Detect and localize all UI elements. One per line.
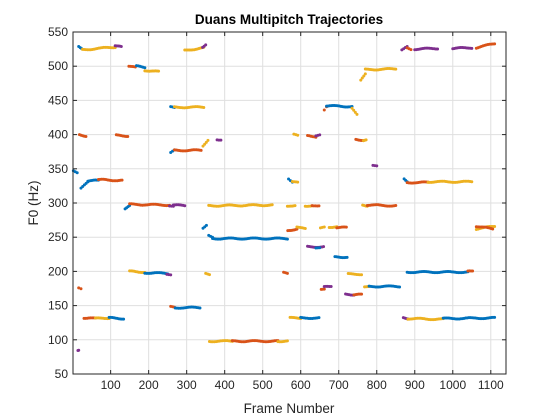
x-tick-label: 600 [291,378,311,392]
pitch-point [322,245,326,249]
pitch-point [352,108,356,112]
x-tick-label: 900 [405,378,425,392]
pitch-point [375,164,379,168]
x-tick-label: 700 [329,378,349,392]
pitch-point [296,180,300,184]
y-tick-label: 500 [48,59,68,73]
x-tick-label: 100 [101,378,121,392]
pitch-point [355,112,359,116]
pitch-point [364,138,368,142]
pitch-point [493,42,497,46]
pitch-point [204,43,208,47]
y-tick-label: 50 [55,367,69,381]
pitch-point [126,135,130,139]
pitch-point [353,110,357,114]
y-tick-label: 400 [48,128,68,142]
pitch-point [318,133,322,137]
pitch-point [360,292,364,296]
pitch-point [295,227,299,231]
pitch-point [317,316,321,320]
axis-ticks: 100 200 300 400 500 600 700 800 900 1000 1100 50 100… [48,25,506,392]
pitch-point [363,72,367,76]
pitch-point [394,67,398,71]
pitch-point [198,306,202,310]
pitch-point [285,237,289,241]
pitch-point [157,69,161,73]
pitch-point [296,133,300,137]
pitch-point [318,246,322,250]
pitch-point [491,227,495,231]
pitch-point [344,225,348,229]
chart-title: Duans Multipitch Trajectories [195,12,383,27]
x-tick-label: 800 [367,378,387,392]
pitch-point [493,224,497,228]
pitch-point [183,204,187,208]
pitch-point [303,227,307,231]
pitch-point [293,204,297,208]
pitch-point [360,273,364,277]
pitch-point [471,269,475,273]
y-tick-label: 450 [48,93,68,107]
x-axis-label: Frame Number [244,401,335,416]
pitch-point [493,315,497,319]
pitch-point [169,273,173,277]
y-tick-label: 200 [48,264,68,278]
pitch-point [143,66,147,70]
pitch-point [470,46,474,50]
pitch-point [398,285,402,289]
y-tick-label: 100 [48,333,68,347]
y-axis-label: F0 (Hz) [26,181,41,226]
x-tick-label: 400 [215,378,235,392]
pitch-point [77,286,81,290]
pitch-point [119,44,123,48]
pitch-point [470,180,474,184]
pitch-point [409,48,413,52]
pitch-point [394,204,398,208]
pitch-point [206,138,210,142]
pitch-point [77,348,81,352]
x-tick-label: 1000 [439,378,466,392]
x-tick-label: 200 [139,378,159,392]
pitch-point [322,108,326,112]
pitch-point [360,76,364,80]
x-tick-label: 1100 [478,378,504,392]
y-tick-label: 300 [48,196,68,210]
pitch-point [317,204,321,208]
pitch-point [79,287,83,291]
y-tick-label: 250 [48,230,68,244]
pitch-points [71,42,497,353]
pitch-point [202,106,206,109]
pitch-point [345,255,349,259]
pitch-point [75,171,79,175]
y-tick-label: 350 [48,162,68,176]
y-tick-label: 550 [48,25,68,39]
pitch-point [285,271,289,275]
pitch-point [359,78,363,82]
pitch-point [436,47,440,51]
pitch-point [120,178,124,182]
pitch-point [322,225,326,229]
pitch-point [285,339,289,343]
pitch-point [219,138,223,142]
x-tick-label: 500 [253,378,273,392]
pitch-point [204,140,208,144]
pitch-point [204,223,208,227]
x-tick-label: 300 [177,378,197,392]
pitch-point [199,148,203,152]
pitch-point [122,317,126,321]
y-tick-label: 150 [48,299,68,313]
pitch-point [84,135,88,139]
pitch-point [329,285,333,289]
pitch-point [350,106,354,110]
pitch-point [270,203,274,207]
pitch-point [322,287,326,291]
pitch-point [207,273,211,277]
